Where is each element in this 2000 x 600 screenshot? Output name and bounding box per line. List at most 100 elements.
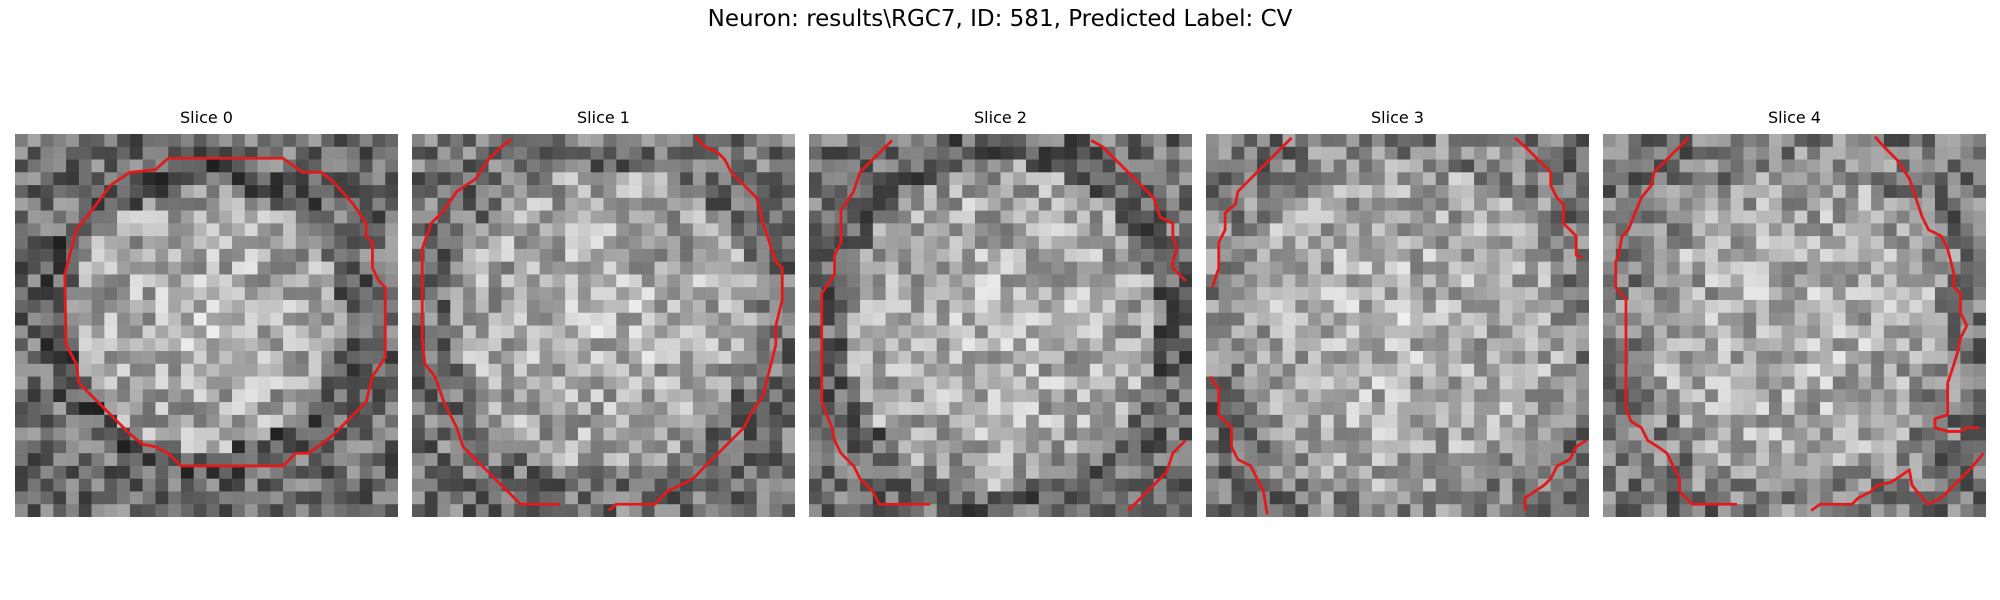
pixel-cell	[514, 351, 528, 365]
pixel-cell	[577, 389, 591, 403]
pixel-cell	[885, 223, 899, 237]
pixel-cell	[692, 504, 706, 517]
pixel-cell	[1153, 376, 1167, 390]
pixel-cell	[232, 287, 246, 301]
pixel-cell	[180, 236, 194, 250]
pixel-cell	[1295, 351, 1309, 365]
pixel-cell	[1896, 504, 1910, 517]
pixel-cell	[1308, 261, 1322, 275]
pixel-cell	[1064, 376, 1078, 390]
pixel-cell	[821, 248, 835, 262]
pixel-cell	[1845, 427, 1859, 441]
pixel-cell	[1038, 351, 1052, 365]
pixel-cell	[321, 236, 335, 250]
pixel-cell	[1384, 248, 1398, 262]
pixel-cell	[1537, 363, 1551, 377]
pixel-cell	[1654, 338, 1668, 352]
pixel-cell	[809, 261, 823, 275]
pixel-cell	[1128, 261, 1142, 275]
pixel-cell	[911, 172, 925, 186]
pixel-cell	[1435, 197, 1449, 211]
pixel-cell	[987, 236, 1001, 250]
pixel-cell	[450, 312, 464, 326]
pixel-cell	[1537, 414, 1551, 428]
pixel-cell	[1115, 172, 1129, 186]
pixel-cell	[577, 210, 591, 224]
pixel-cell	[1537, 299, 1551, 313]
pixel-cell	[1845, 363, 1859, 377]
pixel-cell	[692, 248, 706, 262]
pixel-cell	[283, 363, 297, 377]
pixel-cell	[1692, 389, 1706, 403]
pixel-cell	[1026, 491, 1040, 505]
pixel-cell	[1883, 351, 1897, 365]
pixel-cell	[1692, 402, 1706, 416]
pixel-cell	[334, 491, 348, 505]
pixel-cell	[308, 299, 322, 313]
pixel-cell	[860, 440, 874, 454]
pixel-cell	[705, 376, 719, 390]
pixel-cell	[1397, 236, 1411, 250]
pixel-cell	[193, 504, 207, 517]
pixel-cell	[641, 134, 655, 148]
pixel-cell	[1756, 287, 1770, 301]
pixel-cell	[1064, 146, 1078, 160]
pixel-cell	[232, 363, 246, 377]
pixel-cell	[1397, 440, 1411, 454]
pixel-cell	[1550, 261, 1564, 275]
pixel-cell	[1206, 389, 1220, 403]
pixel-cell	[27, 504, 41, 517]
pixel-cell	[1858, 338, 1872, 352]
pixel-cell	[346, 287, 360, 301]
pixel-cell	[1960, 376, 1974, 390]
pixel-cell	[1615, 274, 1629, 288]
pixel-cell	[359, 504, 373, 517]
pixel-cell	[1768, 159, 1782, 173]
pixel-cell	[1397, 351, 1411, 365]
pixel-cell	[1615, 478, 1629, 492]
pixel-cell	[629, 376, 643, 390]
pixel-cell	[334, 376, 348, 390]
pixel-cell	[437, 491, 451, 505]
pixel-cell	[334, 338, 348, 352]
pixel-cell	[834, 491, 848, 505]
pixel-cell	[885, 465, 899, 479]
pixel-cell	[1231, 478, 1245, 492]
pixel-cell	[1934, 134, 1948, 148]
pixel-cell	[66, 210, 80, 224]
pixel-cell	[1832, 427, 1846, 441]
pixel-cell	[847, 223, 861, 237]
pixel-cell	[1883, 134, 1897, 148]
pixel-cell	[1089, 402, 1103, 416]
pixel-cell	[295, 146, 309, 160]
pixel-cell	[15, 402, 29, 416]
pixel-cell	[1474, 389, 1488, 403]
pixel-cell	[756, 274, 770, 288]
pixel-cell	[603, 287, 617, 301]
pixel-cell	[552, 236, 566, 250]
pixel-cell	[1269, 248, 1283, 262]
pixel-cell	[104, 146, 118, 160]
pixel-cell	[1960, 248, 1974, 262]
pixel-cell	[180, 504, 194, 517]
pixel-cell	[1000, 248, 1014, 262]
pixel-cell	[974, 210, 988, 224]
pixel-cell	[1166, 351, 1180, 365]
pixel-cell	[987, 325, 1001, 339]
pixel-cell	[1102, 389, 1116, 403]
pixel-cell	[1000, 197, 1014, 211]
pixel-cell	[1666, 172, 1680, 186]
pixel-cell	[1115, 363, 1129, 377]
pixel-cell	[1512, 402, 1526, 416]
pixel-cell	[1140, 274, 1154, 288]
pixel-cell	[488, 274, 502, 288]
pixel-cell	[1461, 427, 1475, 441]
pixel-cell	[1435, 491, 1449, 505]
pixel-cell	[1654, 146, 1668, 160]
pixel-cell	[1423, 478, 1437, 492]
pixel-cell	[1474, 427, 1488, 441]
pixel-cell	[1257, 172, 1271, 186]
pixel-cell	[577, 351, 591, 365]
pixel-cell	[1244, 248, 1258, 262]
pixel-cell	[1115, 465, 1129, 479]
